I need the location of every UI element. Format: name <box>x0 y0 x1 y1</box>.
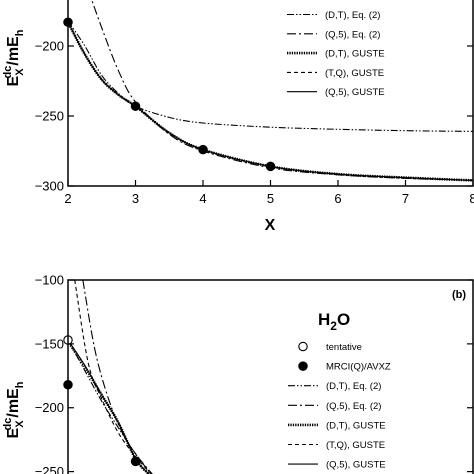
legend-label: MRCI(Q)/AVXZ <box>326 362 391 373</box>
series-line-q-5-guste <box>68 21 473 181</box>
y-label-unit: /mE <box>5 388 22 418</box>
top-panel: −300 −250 −200 2 3 4 5 6 7 8 (D,T), Eq. (2) (Q,5),… <box>2 0 474 234</box>
legend-item-d-t-eq-2: (D,T), Eq. (2) <box>287 10 380 21</box>
legend-item-t-q-guste: (T,Q), GUSTE <box>287 68 384 79</box>
legend-item-q-5-guste: (Q,5), GUSTE <box>288 460 386 471</box>
x-tick-label: 6 <box>334 191 341 206</box>
legend-item-tentative: tentative <box>298 341 362 353</box>
top-y-axis-label: EXdc/mEh <box>2 29 26 86</box>
x-tick-label: 7 <box>402 191 409 206</box>
y-tick-label: −300 <box>35 179 64 194</box>
y-tick-label: −200 <box>35 400 64 415</box>
top-axis-ticks: −300 −250 −200 2 3 4 5 6 7 8 <box>35 39 474 207</box>
legend-label: (Q,5), GUSTE <box>325 87 385 98</box>
legend-item-d-t-guste: (D,T), GUSTE <box>288 420 386 431</box>
legend-item-q-5-eq-2: (Q,5), Eq. (2) <box>287 29 380 40</box>
molecule-end: O <box>337 310 350 329</box>
data-point-2 <box>130 456 141 467</box>
legend-label: (D,T), GUSTE <box>325 49 385 60</box>
y-label-unit: /mE <box>5 36 22 66</box>
y-label-main: E <box>5 427 22 438</box>
legend-label: (D,T), Eq. (2) <box>325 10 380 21</box>
molecule-main: H <box>318 310 330 329</box>
x-tick-label: 3 <box>132 191 139 206</box>
top-series-lines <box>68 0 473 182</box>
x-tick-label: 4 <box>199 191 206 206</box>
y-label-subscript: X <box>14 420 26 428</box>
y-tick-label: −100 <box>35 273 64 288</box>
legend-item-q-5-guste: (Q,5), GUSTE <box>287 87 385 98</box>
bottom-panel: −250 −200 −150 −100 (b) H2O tentative MRCI(Q… <box>2 273 474 474</box>
series-line-d-t-eq-2 <box>68 339 150 472</box>
legend-label: (T,Q), GUSTE <box>326 440 385 451</box>
y-label-unit-subscript: h <box>14 381 26 388</box>
bottom-y-axis-label: EXdc/mEh <box>2 381 26 438</box>
data-point-3 <box>265 161 276 172</box>
legend-label: (Q,5), GUSTE <box>326 460 386 471</box>
data-point-1 <box>130 101 141 111</box>
series-line-q-5-eq-2 <box>82 280 153 474</box>
y-label-unit-subscript: h <box>14 29 26 36</box>
series-line-d-t-guste <box>68 340 150 474</box>
legend-label: (Q,5), Eq. (2) <box>326 401 381 412</box>
y-tick-label: −250 <box>35 464 64 474</box>
y-tick-label: −250 <box>35 109 64 124</box>
y-label-subscript: X <box>14 68 26 76</box>
top-data-points <box>63 17 276 172</box>
x-tick-label: 5 <box>267 191 274 206</box>
bottom-axis-ticks: −250 −200 −150 −100 <box>35 273 473 474</box>
top-legend: (D,T), Eq. (2) (Q,5), Eq. (2) (D,T), GUSTE… <box>287 10 385 98</box>
bottom-legend: tentative MRCI(Q)/AVXZ (D,T), Eq. (2) (Q,5)… <box>288 341 391 471</box>
legend-item-d-t-eq-2: (D,T), Eq. (2) <box>288 381 381 392</box>
data-point-2 <box>198 144 208 155</box>
legend-item-d-t-guste: (D,T), GUSTE <box>287 49 385 60</box>
top-x-axis-label: X <box>265 217 276 234</box>
legend-label: (Q,5), Eq. (2) <box>325 29 380 40</box>
legend-label: (D,T), Eq. (2) <box>326 381 381 392</box>
y-axis-label-text: EXdc/mEh <box>2 29 26 86</box>
bottom-series-lines <box>68 280 153 474</box>
series-line-t-q-guste <box>74 280 152 474</box>
y-label-superscript: dc <box>2 66 14 79</box>
y-tick-label: −200 <box>35 39 64 54</box>
legend-item-q-5-eq-2: (Q,5), Eq. (2) <box>288 401 381 412</box>
x-tick-label: 2 <box>64 191 71 206</box>
molecule-subscript: 2 <box>330 319 337 333</box>
y-label-main: E <box>5 75 22 86</box>
panel-label-b: (b) <box>452 289 466 301</box>
y-axis-label-text: EXdc/mEh <box>2 381 26 438</box>
bottom-plot-frame <box>67 279 474 474</box>
legend-marker <box>298 361 308 371</box>
legend-label: (D,T), GUSTE <box>326 420 386 431</box>
y-tick-label: −150 <box>35 336 64 351</box>
y-label-superscript: dc <box>2 418 14 431</box>
series-line-q-5-eq-2 <box>91 0 473 181</box>
x-tick-label: 8 <box>469 191 474 206</box>
legend-item-mrci-q-avxz: MRCI(Q)/AVXZ <box>298 361 391 373</box>
series-line-d-t-eq-2 <box>68 20 473 132</box>
legend-label: tentative <box>326 342 362 353</box>
legend-marker <box>298 341 308 352</box>
molecule-label: H2O <box>318 310 350 333</box>
legend-label: (T,Q), GUSTE <box>325 68 384 79</box>
legend-item-t-q-guste: (T,Q), GUSTE <box>288 440 385 451</box>
